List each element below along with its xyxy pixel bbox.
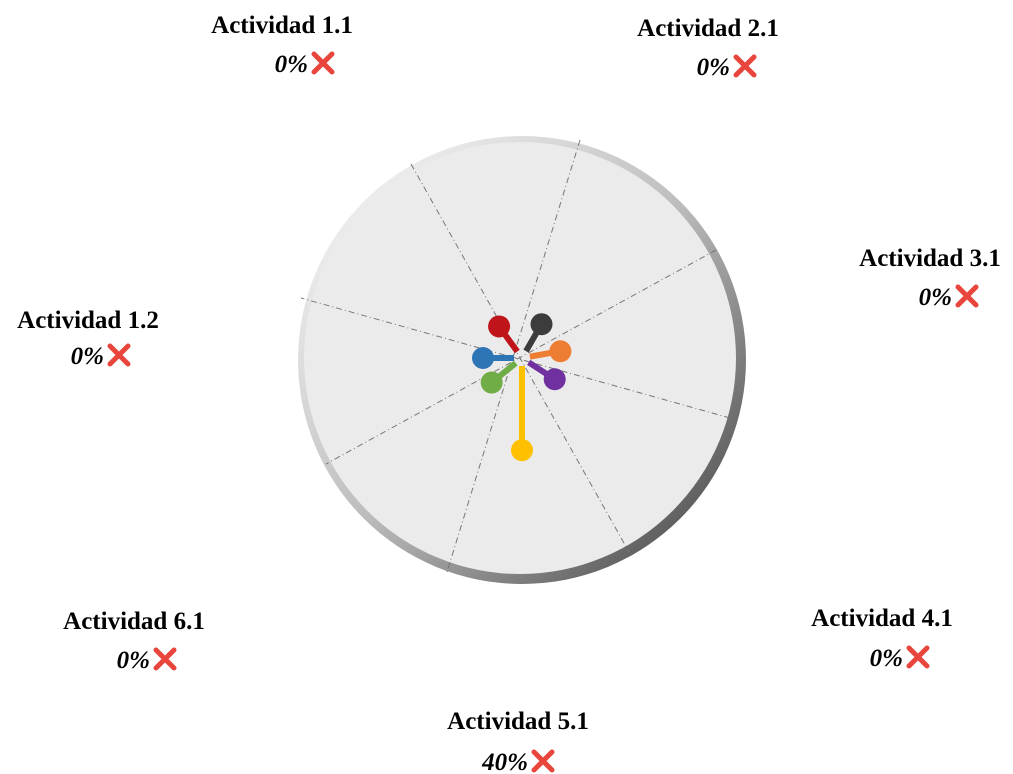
activity-percent: 0%	[71, 343, 104, 370]
activity-percent: 0%	[697, 54, 730, 81]
lollipop-dot	[511, 439, 533, 462]
activity-percent: 0%	[117, 647, 150, 674]
status-cross	[733, 54, 757, 78]
lollipop	[488, 315, 520, 354]
lollipop-dot	[530, 313, 553, 336]
lollipop	[529, 340, 572, 363]
status-cross	[311, 51, 335, 75]
activity-percent: 40%	[481, 749, 528, 774]
lollipop-dot	[488, 315, 511, 338]
lollipop	[472, 347, 514, 369]
activity-name: Actividad 5.1	[447, 708, 589, 735]
activity-name: Actividad 6.1	[63, 608, 205, 635]
status-cross	[955, 284, 979, 308]
activity-name: Actividad 2.1	[637, 15, 779, 42]
lollipop-dot	[472, 347, 494, 369]
status-cross	[906, 645, 930, 669]
lollipop-dot	[480, 371, 503, 394]
activity-percent: 0%	[919, 284, 952, 311]
activity-name: Actividad 1.1	[211, 12, 353, 39]
activity-percent: 0%	[275, 51, 308, 78]
lollipop	[480, 360, 518, 394]
status-cross	[107, 343, 131, 367]
lollipop-dot	[549, 340, 572, 363]
activity-name: Actividad 3.1	[859, 245, 1001, 272]
lollipop	[511, 366, 533, 462]
activity-name: Actividad 1.2	[17, 307, 159, 334]
status-cross	[153, 647, 177, 671]
lollipop	[523, 313, 553, 353]
lollipop-dot	[543, 368, 566, 391]
activity-name: Actividad 4.1	[811, 605, 953, 632]
status-cross	[531, 749, 555, 773]
activity-percent: 0%	[870, 645, 903, 672]
lollipop	[527, 359, 566, 391]
